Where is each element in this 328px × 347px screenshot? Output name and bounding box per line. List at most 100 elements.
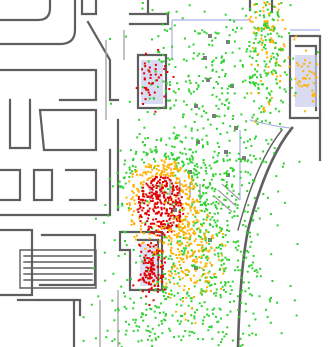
heatmap-point <box>138 278 141 281</box>
heatmap-point <box>181 297 184 299</box>
heatmap-point <box>206 259 209 262</box>
heatmap-point <box>188 187 191 190</box>
heatmap-point <box>216 219 219 222</box>
heatmap-point <box>197 32 200 35</box>
heatmap-point <box>138 255 141 258</box>
heatmap-point <box>174 66 177 68</box>
heatmap-point <box>277 15 280 18</box>
heatmap-point <box>224 13 227 16</box>
heatmap-point <box>215 95 218 98</box>
heatmap-point <box>278 48 280 51</box>
heatmap-point <box>263 69 266 72</box>
heatmap-point <box>128 176 131 178</box>
heatmap-point <box>206 313 209 316</box>
heatmap-point <box>163 194 166 196</box>
heatmap-point <box>148 249 151 252</box>
heatmap-point <box>212 237 215 240</box>
heatmap-point <box>279 48 282 51</box>
heatmap-point <box>131 175 134 178</box>
heatmap-point <box>220 264 223 267</box>
heatmap-point <box>269 321 272 324</box>
heatmap-point <box>127 207 130 210</box>
heatmap-point <box>117 206 120 209</box>
heatmap-point <box>172 90 175 93</box>
heatmap-point <box>193 173 196 176</box>
heatmap-point <box>196 279 199 282</box>
heatmap-point <box>192 171 195 174</box>
heatmap-point <box>155 276 158 279</box>
heatmap-point <box>245 256 248 259</box>
heatmap-point <box>175 203 178 206</box>
heatmap-point <box>268 103 271 106</box>
heatmap-point <box>151 254 154 257</box>
wall-left-lower-b <box>38 233 97 287</box>
heatmap-point <box>162 220 165 222</box>
heatmap-point <box>206 213 209 216</box>
heatmap-point <box>137 211 140 213</box>
heatmap-point <box>148 82 151 85</box>
heatmap-point <box>209 223 211 226</box>
heatmap-point <box>181 189 184 192</box>
heatmap-point <box>164 235 167 238</box>
heatmap-point <box>266 1 269 4</box>
heatmap-point <box>169 217 172 220</box>
heatmap-point <box>142 262 145 265</box>
heatmap-point <box>217 331 220 334</box>
heatmap-point <box>170 230 173 233</box>
heatmap-point <box>195 163 198 166</box>
heatmap-point <box>137 190 140 192</box>
heatmap-point <box>168 63 171 66</box>
heatmap-point <box>124 240 126 243</box>
heatmap-point <box>147 243 149 246</box>
heatmap-point <box>212 86 215 89</box>
heatmap-point <box>165 82 168 85</box>
heatmap-point <box>215 224 218 227</box>
heatmap-point <box>149 148 152 151</box>
heatmap-point <box>190 249 193 252</box>
heatmap-point <box>185 59 188 62</box>
heatmap-point <box>228 139 231 142</box>
heatmap-point <box>224 256 227 259</box>
heatmap-point <box>168 327 171 330</box>
heatmap-point <box>157 198 160 201</box>
heatmap-point <box>189 297 192 300</box>
heatmap-point <box>149 261 152 264</box>
heatmap-point <box>200 166 203 169</box>
heatmap-point <box>154 160 157 163</box>
heatmap-point <box>157 50 160 53</box>
heatmap-point <box>169 248 172 251</box>
heatmap-point <box>188 157 191 160</box>
heatmap-point <box>165 282 168 285</box>
heatmap-point <box>224 267 227 270</box>
heatmap-point <box>263 60 266 63</box>
heatmap-point <box>251 116 254 119</box>
heatmap-point <box>159 231 162 234</box>
heatmap-point <box>175 99 177 102</box>
heatmap-point <box>187 198 190 201</box>
heatmap-point <box>211 69 214 72</box>
heatmap-point <box>203 110 205 113</box>
heatmap-point <box>256 271 259 274</box>
heatmap-point <box>196 228 198 231</box>
heatmap-point <box>157 107 159 110</box>
heatmap-point <box>198 107 201 110</box>
heatmap-point <box>168 273 171 276</box>
heatmap-point <box>134 165 137 168</box>
heatmap-point <box>202 319 205 322</box>
heatmap-point <box>268 60 271 63</box>
heatmap-point <box>222 267 225 270</box>
heatmap-point <box>138 207 141 210</box>
heatmap-point <box>205 237 207 240</box>
heatmap-point <box>150 339 153 342</box>
heatmap-point <box>193 209 196 212</box>
heatmap-point <box>272 69 275 72</box>
wall-left-room-d <box>0 168 22 202</box>
heatmap-point <box>237 152 240 155</box>
heatmap-point <box>167 214 170 217</box>
heatmap-point <box>274 6 277 9</box>
heatmap-point <box>287 56 290 59</box>
heatmap-point <box>283 60 286 63</box>
heatmap-point <box>132 210 135 213</box>
heatmap-point <box>260 43 263 46</box>
heatmap-point <box>132 301 135 304</box>
